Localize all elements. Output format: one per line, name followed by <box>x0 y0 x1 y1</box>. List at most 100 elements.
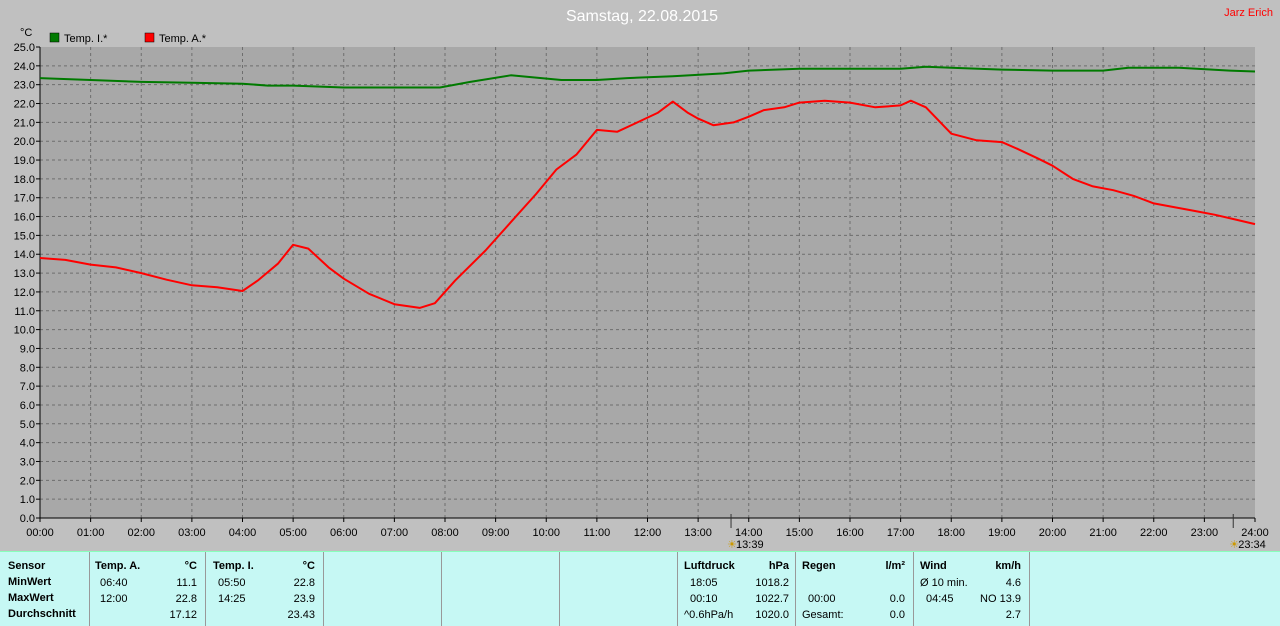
temperature-chart: 0.0 1.0 2.0 3.0 4.0 5.0 6.0 7.0 8.0 9.0 10.0 11.0 12… <box>14 7 1273 551</box>
temp-a-max-value: 22.8 <box>175 593 197 605</box>
temp-a-avg: 17.12 <box>169 609 197 621</box>
temp-i-avg: 23.43 <box>287 609 315 621</box>
y-tick-label: 7.0 <box>20 381 35 393</box>
x-tick-label: 14:00 <box>735 527 763 539</box>
x-tick-label: 11:00 <box>584 527 611 539</box>
rain-total-label: Gesamt: <box>802 609 844 621</box>
wind-unit: km/h <box>995 560 1021 572</box>
pressure-trend: ^0.6hPa/h <box>684 609 734 621</box>
legend-label: Temp. A.* <box>159 33 207 45</box>
pressure-unit: hPa <box>768 560 789 572</box>
x-tick-label: 09:00 <box>482 527 510 539</box>
temp-a-unit: °C <box>184 560 197 572</box>
chart-title: Samstag, 22.08.2015 <box>566 8 718 25</box>
y-tick-label: 6.0 <box>20 400 35 412</box>
y-tick-label: 14.0 <box>14 249 35 261</box>
wind-avg-label: Ø 10 min. <box>920 577 968 589</box>
x-tick-label: 23:00 <box>1191 527 1219 539</box>
x-tick-label: 18:00 <box>937 527 965 539</box>
x-tick-label: 01:00 <box>77 527 105 539</box>
y-tick-label: 18.0 <box>14 174 35 186</box>
durchschnitt-label: Durchschnitt <box>8 608 76 620</box>
y-tick-label: 11.0 <box>14 306 35 318</box>
wind-daily-avg: 2.7 <box>1005 609 1021 621</box>
x-tick-label: 08:00 <box>431 527 459 539</box>
x-tick-label: 16:00 <box>836 527 864 539</box>
y-tick-label: 20.0 <box>14 136 35 148</box>
rain-unit: l/m² <box>885 560 905 572</box>
temp-a-max-time: 12:00 <box>100 593 128 605</box>
pressure-header: Luftdruck <box>684 560 735 572</box>
wind-avg-value: 4.6 <box>1005 577 1021 589</box>
rain-value-1: 0.0 <box>889 593 905 605</box>
sun-marker-icon: ☀ <box>1229 539 1239 551</box>
author-label: Jarz Erich <box>1224 7 1273 19</box>
y-tick-label: 21.0 <box>14 117 35 129</box>
pressure-max-value: 1022.7 <box>755 593 789 605</box>
pressure-max-time: 00:10 <box>690 593 718 605</box>
y-tick-label: 1.0 <box>20 494 35 506</box>
y-tick-label: 8.0 <box>20 362 35 374</box>
y-tick-label: 25.0 <box>14 42 35 54</box>
sun-marker-label: 13:39 <box>736 539 764 551</box>
x-tick-label: 22:00 <box>1140 527 1168 539</box>
wind-gust-value: NO 13.9 <box>980 593 1021 605</box>
y-tick-label: 10.0 <box>14 325 35 337</box>
sun-marker-label: 23:34 <box>1238 539 1266 551</box>
sensor-column: Sensor MinWert MaxWert Durchschnitt <box>0 552 90 626</box>
x-tick-label: 13:00 <box>684 527 712 539</box>
x-tick-label: 05:00 <box>279 527 307 539</box>
y-unit-label: °C <box>20 27 32 39</box>
pressure-column: Luftdruck hPa 18:05 1018.2 00:10 1022.7 … <box>678 552 796 626</box>
temp-outside-line <box>39 99 1256 309</box>
y-tick-label: 3.0 <box>20 456 35 468</box>
rain-total-value: 0.0 <box>889 609 905 621</box>
wind-column: Wind km/h Ø 10 min. 4.6 04:45 NO 13.9 2.… <box>914 552 1030 626</box>
temp-i-unit: °C <box>302 560 315 572</box>
wind-header: Wind <box>920 560 947 572</box>
x-tick-label: 03:00 <box>178 527 206 539</box>
x-tick-label: 10:00 <box>532 527 560 539</box>
x-tick-label: 15:00 <box>786 527 814 539</box>
x-tick-label: 00:00 <box>26 527 54 539</box>
x-tick-label: 07:00 <box>381 527 409 539</box>
empty-column-2 <box>442 552 560 626</box>
temp-i-max-time: 14:25 <box>218 593 246 605</box>
sensor-header: Sensor <box>8 560 46 572</box>
y-tick-label: 22.0 <box>14 99 35 111</box>
pressure-min-time: 18:05 <box>690 577 718 589</box>
y-tick-label: 23.0 <box>14 80 35 92</box>
rain-header: Regen <box>802 560 836 572</box>
y-tick-label: 15.0 <box>14 230 35 242</box>
y-tick-label: 0.0 <box>20 513 35 525</box>
empty-column-1 <box>324 552 442 626</box>
x-tick-label: 06:00 <box>330 527 358 539</box>
temp-i-min-time: 05:50 <box>218 577 246 589</box>
x-tick-label: 21:00 <box>1089 527 1117 539</box>
x-tick-label: 12:00 <box>634 527 662 539</box>
y-tick-label: 16.0 <box>14 212 35 224</box>
sun-marker-icon: ☀ <box>727 539 737 551</box>
pressure-avg: 1020.0 <box>755 609 789 621</box>
empty-column-3 <box>560 552 678 626</box>
minwert-label: MinWert <box>8 576 52 588</box>
statistics-table: Sensor MinWert MaxWert Durchschnitt Temp… <box>0 551 1280 626</box>
rain-time: 00:00 <box>808 593 836 605</box>
temp-a-min-time: 06:40 <box>100 577 128 589</box>
y-tick-label: 2.0 <box>20 475 35 487</box>
x-tick-label: 19:00 <box>988 527 1016 539</box>
x-tick-label: 04:00 <box>229 527 257 539</box>
legend-label: Temp. I.* <box>64 33 108 45</box>
rain-column: Regen l/m² 0.0 00:00 Gesamt: 0.0 <box>796 552 914 626</box>
temp-a-header: Temp. A. <box>95 560 141 572</box>
y-tick-label: 17.0 <box>14 193 35 205</box>
pressure-min-value: 1018.2 <box>755 577 789 589</box>
y-tick-label: 12.0 <box>14 287 35 299</box>
temp-i-min-value: 22.8 <box>293 577 315 589</box>
temp-inside-line <box>39 65 1256 89</box>
y-tick-label: 9.0 <box>20 343 35 355</box>
legend-swatch <box>49 32 60 43</box>
temp-a-column: Temp. A. °C 06:40 11.1 12:00 22.8 17.12 <box>90 552 206 626</box>
maxwert-label: MaxWert <box>8 592 54 604</box>
temp-i-column: Temp. I. °C 05:50 22.8 14:25 23.9 23.43 <box>206 552 324 626</box>
